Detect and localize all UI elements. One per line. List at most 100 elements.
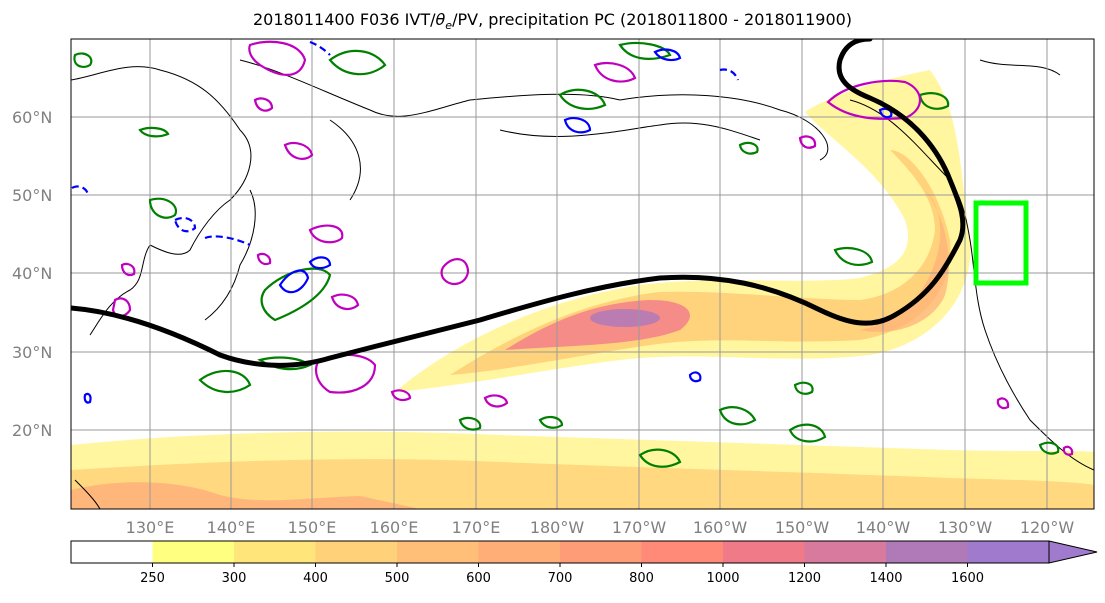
colorbar-tick-label: 1200: [788, 571, 821, 586]
lon-label-170W: 170°W: [612, 518, 667, 537]
colorbar-segment: [315, 541, 398, 563]
lon-label-130W: 130°W: [938, 518, 993, 537]
magenta-contour: [483, 394, 509, 408]
green-contour: [793, 381, 814, 395]
green-contour: [833, 246, 874, 266]
colorbar-segment: [967, 541, 1049, 563]
magenta-contour: [440, 258, 470, 286]
colorbar-segment: [234, 541, 316, 563]
magenta-contour: [253, 97, 274, 112]
blue-contour: [204, 235, 251, 246]
colorbar-tick-label: 500: [385, 571, 410, 586]
magenta-contour: [390, 389, 412, 402]
coastline-asia: [71, 66, 252, 336]
colorbar-tick-label: 1400: [869, 571, 902, 586]
green-contour: [198, 369, 252, 393]
ivt-ar-northeast: [860, 190, 949, 332]
blue-contour: [563, 116, 592, 134]
coastline-alaska: [499, 94, 829, 161]
lat-label-20N: 20°N: [12, 421, 52, 440]
green-contour: [538, 416, 564, 429]
blue-contour: [878, 107, 893, 119]
magenta-contour: [248, 40, 307, 76]
colorbar-tick-label: 700: [548, 571, 573, 586]
colorbar-tick-label: 800: [629, 571, 654, 586]
magenta-contour-group: [111, 40, 1074, 456]
colorbar-segment: [560, 541, 642, 563]
lon-label-160E: 160°E: [370, 518, 419, 537]
title-theta: θ: [435, 10, 446, 29]
map-border: [70, 38, 1095, 510]
green-contour: [73, 52, 93, 69]
green-contour-group: [73, 41, 1060, 468]
colorbar-segment: [723, 541, 805, 563]
lon-label-150E: 150°E: [288, 518, 337, 537]
green-contour: [918, 92, 950, 110]
title-suffix: /PV, precipitation PC (2018011800 - 2018…: [452, 10, 853, 29]
lat-label-30N: 30°N: [12, 343, 52, 362]
coastline-japan: [204, 189, 256, 321]
blue-contour: [309, 40, 331, 56]
blue-contour: [83, 392, 92, 404]
colorbar-segment: [886, 541, 968, 563]
blue-contour: [653, 48, 682, 62]
blue-contour: [71, 185, 90, 197]
colorbar-segment: [478, 541, 561, 563]
ivt-tropical-inner: [71, 459, 1094, 509]
magenta-contour: [826, 79, 922, 120]
magenta-contour: [308, 224, 344, 244]
blue-contour-group: [71, 40, 893, 404]
magenta-contour: [1062, 445, 1074, 456]
green-contour: [1038, 441, 1060, 455]
figure-title: 2018011400 F036 IVT/θe/PV, precipitation…: [0, 10, 1105, 32]
title-prefix: 2018011400 F036 IVT/: [252, 10, 436, 29]
lon-label-180W: 180°W: [530, 518, 585, 537]
green-contour: [618, 41, 672, 60]
lon-label-130E: 130°E: [126, 518, 175, 537]
colorbar-segment: [152, 541, 235, 563]
lat-label-40N: 40°N: [12, 264, 52, 283]
title-theta-subscript: e: [445, 19, 453, 33]
coastline-siberia: [239, 59, 621, 117]
blue-contour: [719, 68, 740, 81]
colorbar-tick-label: 600: [466, 571, 491, 586]
colorbar-segment: [71, 541, 153, 563]
lat-axis-labels: 60°N 50°N 40°N 30°N 20°N: [12, 108, 52, 440]
ar-axis-line: [71, 39, 966, 368]
coastline-hudson: [979, 59, 1061, 76]
lon-label-150W: 150°W: [775, 518, 830, 537]
colorbar-segment: [397, 541, 479, 563]
magenta-contour: [256, 252, 272, 266]
blue-contour: [688, 371, 702, 383]
map-panel: [70, 38, 1095, 510]
colorbar-tick-label: 400: [303, 571, 328, 586]
coastlines: [71, 59, 1094, 509]
green-contour: [788, 423, 827, 443]
magenta-contour: [283, 141, 314, 160]
lat-label-50N: 50°N: [12, 186, 52, 205]
lon-label-170E: 170°E: [452, 518, 501, 537]
colorbar-segment: [641, 541, 724, 563]
green-contour: [138, 126, 170, 138]
colorbar-tick-label: 1600: [951, 571, 984, 586]
colorbar-segment: [804, 541, 887, 563]
colorbar-tick-label: 300: [222, 571, 247, 586]
blue-contour: [308, 256, 332, 270]
ivt-ar-max: [590, 309, 660, 327]
colorbar-tick-label: 250: [140, 571, 165, 586]
magenta-contour: [996, 397, 1010, 410]
lon-label-120W: 120°W: [1020, 518, 1075, 537]
magenta-contour: [593, 61, 637, 83]
target-region-box: [973, 200, 1029, 286]
magenta-contour: [330, 293, 360, 311]
green-contour: [718, 406, 757, 426]
green-contour: [558, 88, 607, 110]
lon-axis-labels: 130°E 140°E 150°E 160°E 170°E 180°W 170°…: [126, 518, 1075, 537]
blue-contour: [173, 216, 197, 233]
ivt-tropical-core: [71, 482, 420, 509]
magenta-contour: [120, 262, 136, 277]
graticule: [71, 39, 1094, 509]
colorbar: 250 300 400 500 600 700 800 1000 1200 1400 1600: [70, 540, 1098, 586]
green-contour: [738, 141, 759, 155]
